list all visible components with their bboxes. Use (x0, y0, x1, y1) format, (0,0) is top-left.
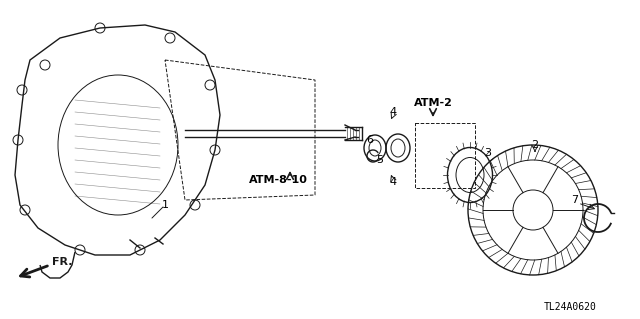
Text: FR.: FR. (52, 257, 72, 267)
Text: 5: 5 (376, 155, 383, 165)
Text: TL24A0620: TL24A0620 (543, 302, 596, 312)
Text: 3: 3 (484, 148, 492, 158)
Text: 2: 2 (531, 140, 539, 150)
Text: 4: 4 (389, 107, 397, 117)
Text: ATM-2: ATM-2 (413, 98, 452, 108)
Text: ATM-8-10: ATM-8-10 (248, 175, 307, 185)
Bar (415, 123, 475, 188)
Text: 4: 4 (389, 177, 397, 187)
Text: 1: 1 (161, 200, 168, 210)
Text: 7: 7 (572, 195, 579, 205)
Text: 6: 6 (367, 135, 374, 145)
